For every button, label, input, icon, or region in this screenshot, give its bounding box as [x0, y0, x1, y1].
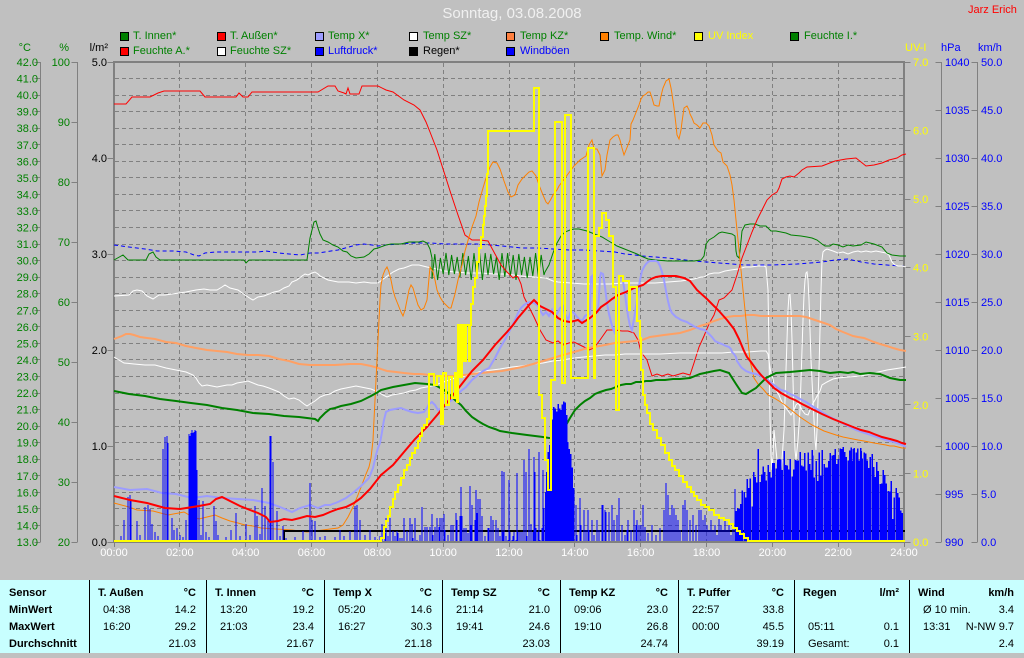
svg-text:22.0: 22.0 — [17, 388, 38, 400]
svg-text:50: 50 — [58, 357, 70, 369]
svg-text:1.0: 1.0 — [913, 468, 928, 480]
svg-text:24.0: 24.0 — [17, 355, 38, 367]
svg-text:30.0: 30.0 — [17, 256, 38, 268]
svg-text:50.0: 50.0 — [981, 57, 1002, 69]
svg-text:18:00: 18:00 — [693, 547, 721, 559]
svg-text:13.0: 13.0 — [17, 537, 38, 549]
svg-text:25.0: 25.0 — [17, 338, 38, 350]
svg-text:24:00: 24:00 — [890, 547, 918, 559]
svg-text:10:00: 10:00 — [429, 547, 457, 559]
svg-text:20.0: 20.0 — [17, 421, 38, 433]
svg-text:1005: 1005 — [945, 393, 969, 405]
svg-text:l/m²: l/m² — [90, 42, 109, 54]
svg-text:15.0: 15.0 — [17, 504, 38, 516]
svg-text:UV-I: UV-I — [905, 42, 926, 54]
svg-text:18.0: 18.0 — [17, 454, 38, 466]
svg-text:25.0: 25.0 — [981, 297, 1002, 309]
svg-text:20: 20 — [58, 537, 70, 549]
svg-text:30.0: 30.0 — [981, 249, 1002, 261]
svg-text:23.0: 23.0 — [17, 371, 38, 383]
svg-text:37.0: 37.0 — [17, 140, 38, 152]
svg-text:5.0: 5.0 — [981, 489, 996, 501]
svg-text:32.0: 32.0 — [17, 223, 38, 235]
svg-text:45.0: 45.0 — [981, 105, 1002, 117]
svg-text:29.0: 29.0 — [17, 272, 38, 284]
svg-text:04:00: 04:00 — [232, 547, 260, 559]
svg-text:%: % — [59, 42, 69, 54]
svg-text:90: 90 — [58, 117, 70, 129]
svg-text:70: 70 — [58, 237, 70, 249]
svg-text:31.0: 31.0 — [17, 239, 38, 251]
svg-text:17.0: 17.0 — [17, 471, 38, 483]
svg-text:4.0: 4.0 — [92, 153, 107, 165]
svg-text:0.0: 0.0 — [913, 537, 928, 549]
svg-text:3.0: 3.0 — [92, 249, 107, 261]
svg-text:40: 40 — [58, 417, 70, 429]
svg-text:990: 990 — [945, 537, 963, 549]
svg-text:10.0: 10.0 — [981, 441, 1002, 453]
svg-text:20.0: 20.0 — [981, 345, 1002, 357]
svg-text:2.0: 2.0 — [913, 400, 928, 412]
svg-text:60: 60 — [58, 297, 70, 309]
svg-text:3.0: 3.0 — [913, 331, 928, 343]
svg-text:00:00: 00:00 — [100, 547, 128, 559]
svg-text:28.0: 28.0 — [17, 289, 38, 301]
svg-text:15.0: 15.0 — [981, 393, 1002, 405]
svg-text:22:00: 22:00 — [824, 547, 852, 559]
svg-text:20:00: 20:00 — [759, 547, 787, 559]
svg-text:40.0: 40.0 — [981, 153, 1002, 165]
svg-text:19.0: 19.0 — [17, 438, 38, 450]
svg-text:0.0: 0.0 — [981, 537, 996, 549]
svg-text:26.0: 26.0 — [17, 322, 38, 334]
svg-text:1025: 1025 — [945, 201, 969, 213]
svg-text:36.0: 36.0 — [17, 156, 38, 168]
svg-text:995: 995 — [945, 489, 963, 501]
svg-text:42.0: 42.0 — [17, 57, 38, 69]
svg-text:40.0: 40.0 — [17, 90, 38, 102]
svg-text:2.0: 2.0 — [92, 345, 107, 357]
svg-text:°C: °C — [19, 42, 31, 54]
svg-text:1040: 1040 — [945, 57, 969, 69]
svg-text:35.0: 35.0 — [17, 173, 38, 185]
svg-text:02:00: 02:00 — [166, 547, 194, 559]
svg-text:21.0: 21.0 — [17, 405, 38, 417]
svg-text:08:00: 08:00 — [364, 547, 392, 559]
svg-text:41.0: 41.0 — [17, 74, 38, 86]
svg-text:34.0: 34.0 — [17, 189, 38, 201]
svg-text:5.0: 5.0 — [913, 194, 928, 206]
svg-text:27.0: 27.0 — [17, 305, 38, 317]
svg-text:5.0: 5.0 — [92, 57, 107, 69]
svg-text:80: 80 — [58, 177, 70, 189]
svg-text:7.0: 7.0 — [913, 57, 928, 69]
svg-text:33.0: 33.0 — [17, 206, 38, 218]
svg-text:0.0: 0.0 — [92, 537, 107, 549]
svg-text:4.0: 4.0 — [913, 263, 928, 275]
svg-text:1.0: 1.0 — [92, 441, 107, 453]
svg-text:1015: 1015 — [945, 297, 969, 309]
svg-text:1010: 1010 — [945, 345, 969, 357]
svg-text:1000: 1000 — [945, 441, 969, 453]
svg-text:1030: 1030 — [945, 153, 969, 165]
svg-text:16.0: 16.0 — [17, 487, 38, 499]
svg-text:16:00: 16:00 — [627, 547, 655, 559]
svg-text:100: 100 — [52, 57, 70, 69]
svg-text:12:00: 12:00 — [495, 547, 523, 559]
svg-text:30: 30 — [58, 477, 70, 489]
svg-text:35.0: 35.0 — [981, 201, 1002, 213]
svg-text:1035: 1035 — [945, 105, 969, 117]
svg-text:6.0: 6.0 — [913, 126, 928, 138]
svg-text:39.0: 39.0 — [17, 107, 38, 119]
svg-text:km/h: km/h — [978, 42, 1002, 54]
svg-text:14.0: 14.0 — [17, 520, 38, 532]
svg-text:38.0: 38.0 — [17, 123, 38, 135]
svg-text:14:00: 14:00 — [561, 547, 589, 559]
svg-text:1020: 1020 — [945, 249, 969, 261]
svg-text:hPa: hPa — [941, 42, 961, 54]
svg-text:06:00: 06:00 — [298, 547, 326, 559]
